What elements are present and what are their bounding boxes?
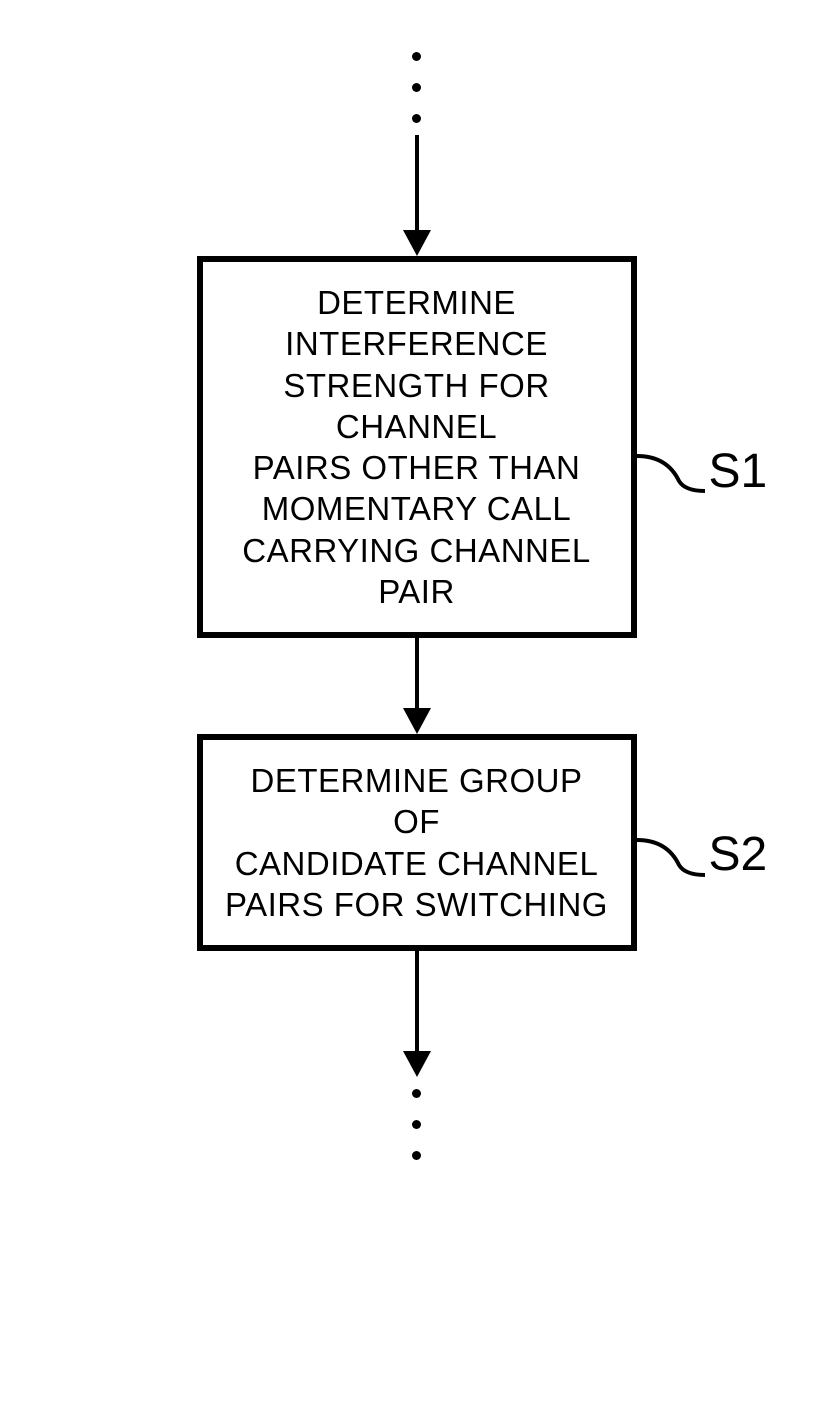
dot [412,1120,421,1129]
step-label-s2: S2 [709,827,768,882]
label-connector-s1: S1 [637,441,768,501]
arrow-head-icon [403,230,431,256]
arrow-line [415,638,419,708]
process-step-s2-wrapper: DETERMINE GROUP OF CANDIDATE CHANNEL PAI… [197,734,637,951]
label-connector-s2: S2 [637,825,768,885]
step-label-s1: S1 [709,444,768,499]
curve-icon [637,441,707,501]
continuation-dots-top [412,52,421,123]
dot [412,1151,421,1160]
process-step-s2-text: DETERMINE GROUP OF CANDIDATE CHANNEL PAI… [225,760,609,925]
dot [412,114,421,123]
arrow-line [415,135,419,230]
process-step-s1-wrapper: DETERMINE INTERFERENCE STRENGTH FOR CHAN… [197,256,637,638]
continuation-dots-bottom [412,1089,421,1160]
arrow-head-icon [403,708,431,734]
flowchart-container: DETERMINE INTERFERENCE STRENGTH FOR CHAN… [197,40,637,1172]
process-step-s1-text: DETERMINE INTERFERENCE STRENGTH FOR CHAN… [225,282,609,612]
arrow-out-s2 [403,951,431,1077]
dot [412,1089,421,1098]
arrow-s1-to-s2 [403,638,431,734]
process-step-s1: DETERMINE INTERFERENCE STRENGTH FOR CHAN… [197,256,637,638]
dot [412,83,421,92]
curve-icon [637,825,707,885]
arrow-head-icon [403,1051,431,1077]
dot [412,52,421,61]
arrow-line [415,951,419,1051]
arrow-into-s1 [403,135,431,256]
process-step-s2: DETERMINE GROUP OF CANDIDATE CHANNEL PAI… [197,734,637,951]
